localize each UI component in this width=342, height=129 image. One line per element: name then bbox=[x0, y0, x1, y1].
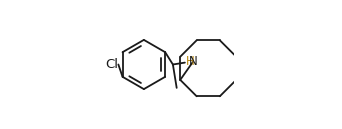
Text: H: H bbox=[185, 55, 194, 68]
Text: Cl: Cl bbox=[105, 58, 118, 71]
Text: N: N bbox=[189, 55, 198, 68]
